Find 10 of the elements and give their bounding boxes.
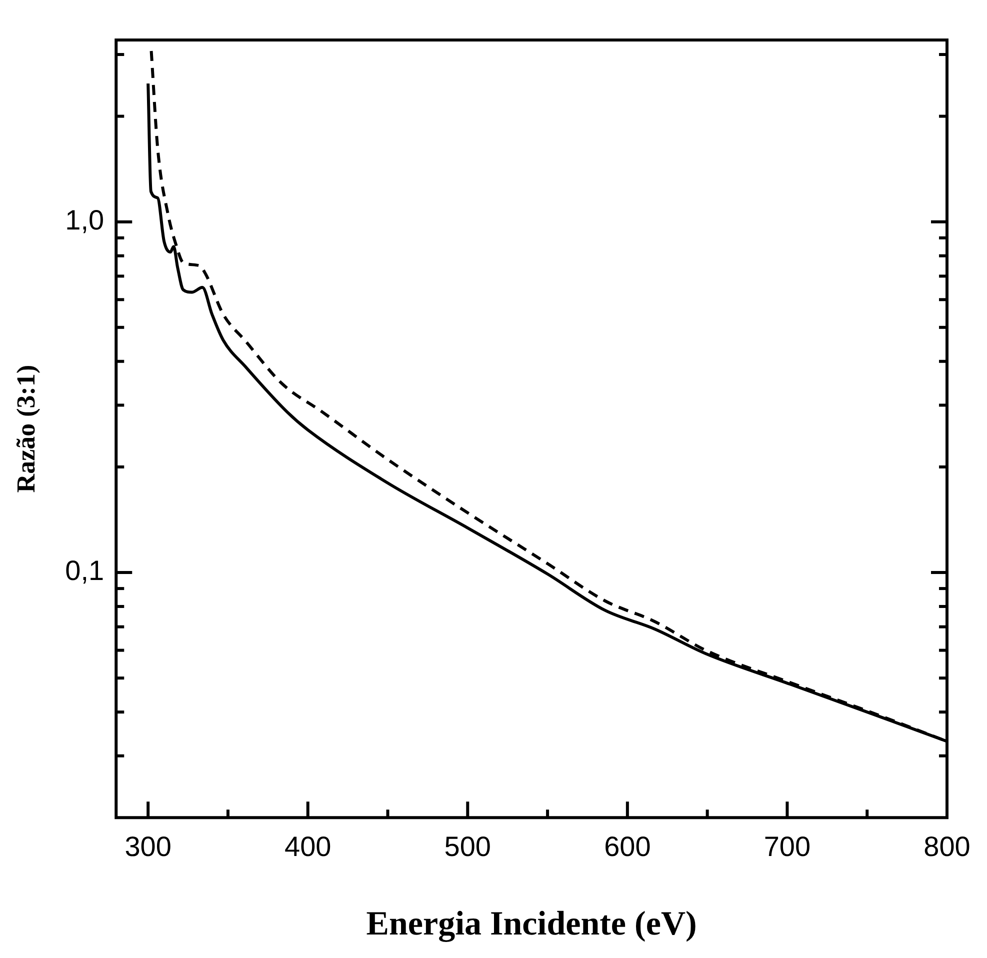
x-tick-label: 800 <box>924 831 970 862</box>
x-tick-label: 300 <box>124 831 172 862</box>
x-tick-label: 700 <box>764 831 811 862</box>
x-axis-title: Energia Incidente (eV) <box>366 905 697 942</box>
y-tick-label: 1,0 <box>65 204 104 236</box>
y-tick-label: 0,1 <box>65 555 104 586</box>
x-tick-label: 600 <box>604 831 651 862</box>
x-tick-label: 400 <box>284 831 332 862</box>
y-axis-title: Razão (3:1) <box>11 364 40 493</box>
x-tick-label: 500 <box>444 831 492 862</box>
